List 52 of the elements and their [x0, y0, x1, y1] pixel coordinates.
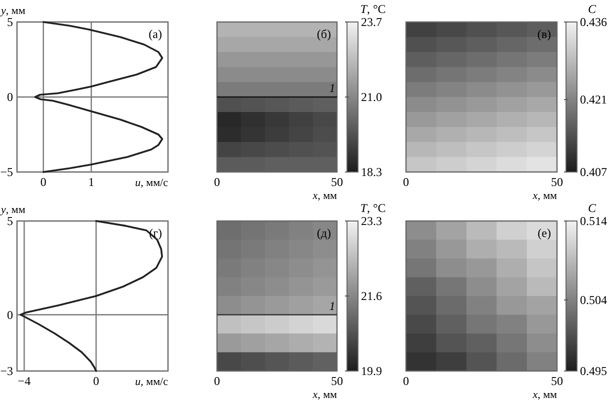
color-bar-label: 0.407 [580, 165, 607, 179]
color-bar-label: 19.9 [361, 364, 382, 378]
x-axis-title: u, мм/с [135, 376, 168, 388]
color-bar-title: C [588, 2, 597, 16]
color-bar-label: 18.3 [361, 165, 382, 179]
x-tick-label: 0 [403, 374, 409, 388]
y-tick-label: 0 [7, 90, 13, 104]
annotation: (д) [316, 226, 331, 240]
y-tick-label: 5 [7, 214, 13, 228]
color-bar-label: 23.3 [361, 214, 382, 228]
x-tick-label: 1 [88, 175, 94, 189]
x-tick-label: 50 [551, 374, 563, 388]
color-bar-label: 0.504 [580, 292, 607, 307]
color-bar-label: 0.514 [580, 214, 607, 228]
x-axis-title: x, мм [312, 389, 338, 401]
y-tick-label: −3 [0, 364, 13, 378]
x-tick-label: 50 [331, 374, 343, 388]
annotation: (е) [538, 226, 551, 240]
color-bar-label: 0.495 [580, 364, 607, 378]
annotation: 1 [329, 298, 336, 313]
x-tick-label: 0 [93, 374, 100, 388]
x-axis-title: x, мм [312, 190, 338, 202]
color-bar-label: 23.7 [361, 15, 382, 29]
x-tick-label: 0 [214, 374, 220, 388]
x-axis-title: u, мм/с [135, 177, 168, 189]
x-tick-label: 0 [403, 175, 409, 189]
line-series [20, 220, 163, 372]
annotation: 1 [329, 81, 336, 95]
color-bar-label: 21.6 [361, 289, 382, 303]
y-tick-label: −5 [0, 165, 13, 179]
x-tick-label: 0 [214, 175, 220, 189]
x-tick-label: 50 [331, 175, 343, 189]
annotation: (в) [537, 27, 551, 41]
color-bar-label: 0.421 [580, 92, 607, 107]
color-bar-label: 0.436 [580, 15, 607, 29]
annotation: (а) [148, 27, 162, 41]
x-axis-title: x, мм [532, 190, 558, 202]
color-bar-title: C [588, 201, 597, 215]
x-tick-label: 50 [551, 175, 563, 189]
line-series [34, 21, 164, 173]
y-axis-title: y, мм [0, 5, 26, 17]
x-axis-title: x, мм [532, 389, 558, 401]
y-tick-label: 5 [7, 15, 13, 29]
y-tick-label: 0 [7, 308, 13, 322]
color-bar-label: 21.0 [361, 90, 382, 104]
x-tick-label: 0 [40, 175, 46, 189]
annotation: (г) [149, 226, 162, 240]
annotation: (б) [316, 27, 331, 41]
y-axis-title: y, мм [0, 204, 26, 216]
x-tick-label: −4 [18, 374, 31, 388]
color-bar-title: T, °C [360, 201, 386, 215]
color-bar-title: T, °C [360, 2, 386, 16]
